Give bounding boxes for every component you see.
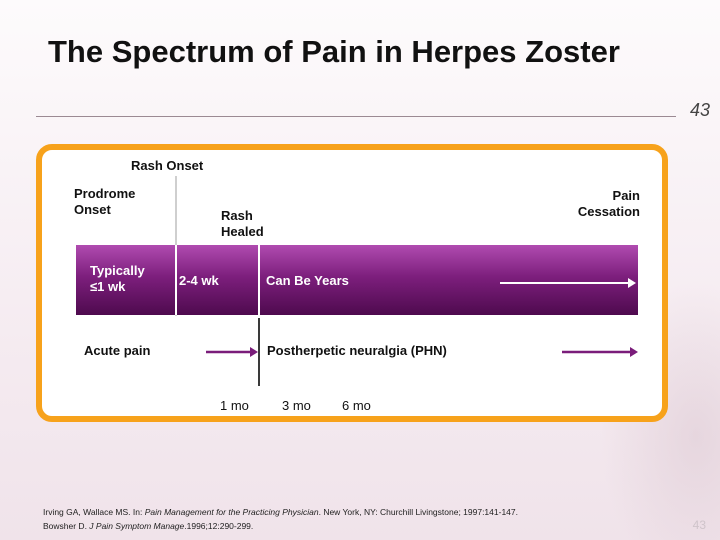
band-label-phn: Can Be Years bbox=[266, 273, 349, 288]
band-arrow bbox=[500, 278, 636, 288]
tick-1-month: 1 mo bbox=[220, 398, 249, 413]
phn-arrow bbox=[562, 347, 638, 357]
tick-6-months: 6 mo bbox=[342, 398, 371, 413]
acute-pain-arrow bbox=[206, 347, 258, 357]
slide-title: The Spectrum of Pain in Herpes Zoster bbox=[48, 34, 620, 69]
acute-pain-label: Acute pain bbox=[84, 343, 151, 358]
phn-label: Postherpetic neuralgia (PHN) bbox=[267, 343, 447, 358]
label-prodrome-onset: Prodrome Onset bbox=[74, 186, 136, 217]
rash-healed-marker bbox=[258, 318, 260, 386]
label-pain-cessation: Pain Cessation bbox=[577, 188, 640, 219]
band-divider-1 bbox=[175, 245, 177, 315]
page-number-watermark: 43 bbox=[692, 518, 706, 532]
reference-1: Irving GA, Wallace MS. In: Pain Manageme… bbox=[43, 507, 518, 517]
page-number: 43 bbox=[689, 100, 710, 120]
band-label-prodrome: Typically ≤1 wk bbox=[90, 263, 145, 294]
label-rash-onset: Rash Onset bbox=[131, 158, 204, 173]
reference-2: Bowsher D. J Pain Symptom Manage.1996;12… bbox=[43, 521, 254, 531]
references: Irving GA, Wallace MS. In: Pain Manageme… bbox=[43, 505, 683, 533]
title-divider bbox=[36, 116, 676, 117]
duration-band bbox=[76, 245, 638, 315]
label-rash-healed: Rash Healed bbox=[221, 208, 264, 239]
band-label-rash: 2-4 wk bbox=[179, 273, 219, 288]
band-divider-2 bbox=[258, 245, 260, 315]
tick-3-months: 3 mo bbox=[282, 398, 311, 413]
